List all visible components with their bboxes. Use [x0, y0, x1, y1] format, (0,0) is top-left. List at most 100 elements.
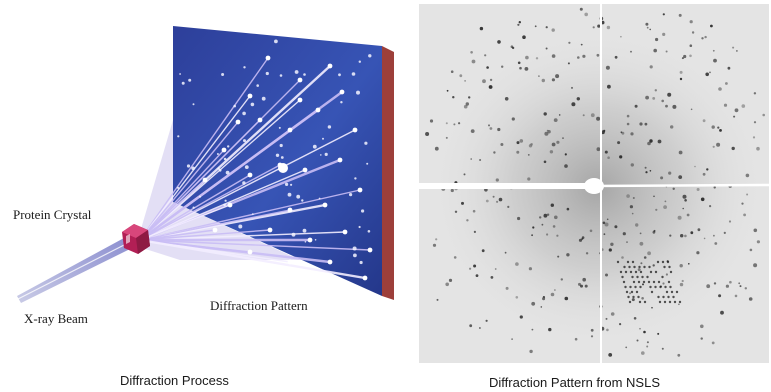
film-spot — [617, 141, 621, 145]
film-spot — [666, 260, 670, 264]
film-spot — [745, 173, 750, 178]
film-spot — [713, 234, 715, 237]
film-spot — [645, 22, 649, 26]
film-spot — [605, 273, 608, 277]
film-spot — [535, 57, 539, 60]
film-spot — [631, 212, 634, 215]
detector-screen — [173, 26, 382, 296]
film-spot — [489, 78, 493, 82]
film-spot — [471, 59, 476, 64]
film-spot — [582, 114, 585, 117]
diffracted-ray — [139, 229, 216, 241]
detector-spot — [181, 81, 185, 85]
film-spot — [519, 139, 524, 143]
film-spot — [645, 95, 649, 100]
film-spot — [529, 349, 533, 354]
film-spot — [636, 339, 639, 342]
film-spot — [690, 231, 694, 235]
film-spot — [624, 285, 627, 289]
film-spot — [643, 330, 646, 334]
film-spot — [709, 71, 711, 74]
film-spot — [635, 290, 639, 294]
film-spot — [714, 242, 718, 245]
film-spot — [590, 335, 594, 338]
xray-beam-label: X-ray Beam — [24, 311, 88, 326]
detector-spot — [301, 199, 304, 202]
film-spot — [464, 80, 466, 82]
film-spot — [597, 24, 601, 28]
detector-spot — [342, 229, 348, 235]
film-spot — [680, 234, 684, 238]
film-spot — [539, 216, 542, 219]
film-spot — [679, 282, 684, 287]
detector-spot — [278, 126, 281, 129]
diffracted-ray — [139, 229, 271, 241]
film-spot — [655, 208, 658, 211]
film-spot — [469, 324, 473, 328]
film-spot — [684, 199, 687, 202]
detector-spot — [177, 135, 180, 138]
detector-spots — [176, 39, 373, 281]
film-spot — [746, 193, 749, 196]
film-spot — [629, 270, 633, 274]
detector-spot — [322, 137, 324, 140]
detector-spot — [265, 55, 271, 61]
film-spot — [470, 129, 475, 134]
film-spot — [643, 300, 647, 304]
detector-spot — [274, 39, 278, 44]
detector-spot — [357, 187, 363, 193]
film-spot — [727, 66, 731, 70]
film-spot — [584, 284, 588, 288]
film-spot — [453, 123, 456, 126]
film-spot — [516, 150, 520, 154]
film-spot — [689, 54, 692, 58]
film-spot — [596, 147, 601, 152]
detector-spot — [224, 199, 227, 202]
film-spot — [571, 102, 576, 107]
detector-spot — [366, 162, 369, 165]
film-spot — [574, 337, 578, 341]
film-spot — [621, 275, 624, 279]
film-spot — [531, 328, 534, 331]
film-spot — [681, 279, 684, 283]
film-spot — [682, 207, 684, 210]
detector-spot — [227, 202, 233, 208]
film-spot — [625, 290, 629, 294]
detector-spot — [247, 172, 253, 178]
detector-spot — [358, 60, 361, 63]
film-spot — [679, 77, 683, 81]
beam-stop-arm — [419, 183, 595, 189]
detector-spot — [294, 70, 299, 74]
film-spot — [709, 205, 712, 208]
film-spot — [649, 170, 652, 172]
film-spot — [653, 229, 656, 232]
film-spot — [511, 117, 515, 121]
film-spot — [448, 278, 453, 282]
film-spot — [634, 270, 638, 274]
film-spot — [543, 160, 547, 164]
detector-spot — [242, 111, 246, 116]
detector-spot — [359, 260, 363, 265]
film-spot — [748, 297, 753, 301]
film-spot — [542, 297, 546, 301]
film-spot — [646, 275, 649, 279]
film-spot — [718, 87, 722, 91]
diffraction-pattern-caption: Diffraction Pattern from NSLS — [489, 375, 660, 390]
detector-spot — [337, 157, 343, 163]
detector-spot — [367, 247, 373, 253]
film-spot — [711, 341, 715, 345]
film-spot — [630, 163, 634, 167]
detector-spot — [216, 153, 219, 155]
detector-spot — [291, 232, 296, 237]
film-spot — [495, 178, 499, 182]
detector-spot — [314, 239, 317, 241]
film-spot — [661, 275, 664, 279]
film-spot — [672, 104, 677, 109]
film-spot — [605, 65, 610, 70]
film-spot — [631, 298, 635, 302]
detector-spot — [176, 186, 180, 189]
film-spot — [717, 126, 720, 129]
film-spot — [644, 122, 648, 126]
film-spot — [658, 300, 662, 304]
film-spot — [547, 130, 551, 134]
